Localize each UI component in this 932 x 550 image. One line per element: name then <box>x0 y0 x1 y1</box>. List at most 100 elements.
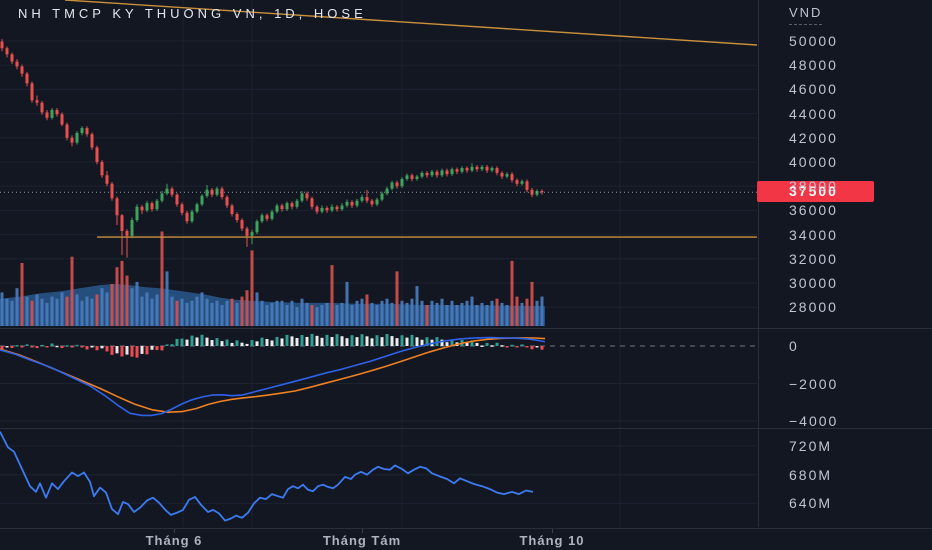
price-chart-canvas[interactable] <box>0 0 758 527</box>
candle-body <box>315 206 319 212</box>
descending-trendline[interactable] <box>64 0 758 46</box>
candle-body <box>405 175 409 179</box>
volume-bar <box>195 296 199 326</box>
macd-histogram-bar <box>385 334 389 346</box>
macd-histogram-bar <box>175 338 179 346</box>
macd-histogram-bar <box>85 346 89 350</box>
cumulative-volume-line <box>0 431 534 522</box>
macd-histogram-bar <box>520 344 524 346</box>
macd-histogram-bar <box>400 335 404 346</box>
price-tick-label: 34000 <box>789 226 838 243</box>
volume-bar <box>300 298 304 326</box>
candle-body <box>355 200 359 206</box>
macd-histogram-bar <box>0 346 4 350</box>
macd-histogram-bar <box>475 342 479 346</box>
volume-bar <box>415 286 419 326</box>
macd-histogram-bar <box>250 340 254 346</box>
macd-histogram-bar <box>25 344 29 346</box>
candle-body <box>200 195 204 205</box>
candle-body <box>365 197 369 201</box>
macd-histogram-bar <box>205 337 209 346</box>
volume-bar <box>365 294 369 326</box>
volume-bar <box>465 300 469 326</box>
volume-bar <box>405 302 409 326</box>
volume-bar <box>510 260 514 326</box>
volume-bar <box>395 271 399 326</box>
volume-bar <box>35 294 39 326</box>
macd-histogram-bar <box>285 334 289 346</box>
candle-body <box>535 191 539 195</box>
macd-histogram-bar <box>445 342 449 346</box>
volume-bar <box>150 298 154 326</box>
symbol-title[interactable]: NH TMCP KY THUONG VN, 1D, HOSE <box>18 6 367 21</box>
price-tick-label: 32000 <box>789 250 838 267</box>
candle-body <box>410 175 414 179</box>
volume-bar <box>540 296 544 326</box>
macd-histogram-bar <box>75 344 79 347</box>
volume-bar <box>50 296 54 326</box>
candle-body <box>125 230 129 236</box>
macd-histogram-bar <box>485 342 489 346</box>
candle-body <box>245 228 249 236</box>
candle-body <box>155 200 159 210</box>
macd-histogram-bar <box>45 346 49 348</box>
volume-bar <box>475 305 479 326</box>
price-axis[interactable]: VND 37500 50000 48000 46000 44000 42000 40000… <box>757 0 932 527</box>
volume-bar <box>125 275 129 326</box>
candle-body <box>165 188 169 194</box>
pane-separator-volume-macd[interactable] <box>0 328 932 329</box>
candle-body <box>15 61 19 67</box>
macd-signal-line <box>0 337 546 413</box>
macd-histogram-bar <box>5 346 9 348</box>
volume-bar <box>345 281 349 326</box>
volume-bar <box>370 302 374 326</box>
volume-bar <box>425 305 429 326</box>
volume-bar <box>295 307 299 326</box>
volume-bar <box>135 281 139 326</box>
volume-line-tick-label: 640M <box>789 495 833 512</box>
macd-histogram-bar <box>525 346 529 348</box>
macd-histogram-bar <box>450 339 454 346</box>
macd-histogram-bar <box>170 344 174 346</box>
macd-tick-label: 0 <box>789 338 799 354</box>
macd-histogram-bar <box>195 337 199 346</box>
candle-body <box>225 197 229 206</box>
macd-histogram-bar <box>490 345 494 347</box>
macd-histogram-bar <box>410 334 414 346</box>
candle-body <box>400 178 404 187</box>
volume-bar <box>120 260 124 326</box>
macd-histogram-bar <box>130 346 134 357</box>
macd-histogram-bar <box>335 334 339 346</box>
candle-body <box>320 207 324 212</box>
macd-histogram-bar <box>125 346 129 355</box>
candle-body <box>140 206 144 211</box>
candle-body <box>360 197 364 201</box>
macd-histogram-bar <box>255 341 259 346</box>
macd-histogram-bar <box>190 335 194 346</box>
candle-body <box>490 168 494 171</box>
time-axis[interactable]: Tháng 6 Tháng Tám Tháng 10 <box>0 528 932 550</box>
last-price-label: 37500 <box>757 181 874 202</box>
volume-bar <box>360 298 364 326</box>
candle-body <box>95 147 99 162</box>
volume-bar <box>245 290 249 326</box>
candle-body <box>290 203 294 207</box>
volume-bar <box>280 300 284 326</box>
macd-histogram-bar <box>15 345 19 347</box>
volume-bar <box>325 302 329 326</box>
volume-bar <box>435 302 439 326</box>
candle-body <box>285 203 289 210</box>
volume-bar <box>310 305 314 326</box>
macd-histogram-bar <box>390 336 394 346</box>
candle-body <box>50 109 54 118</box>
candle-body <box>175 194 179 205</box>
candle-body <box>330 206 334 211</box>
candle-body <box>115 198 119 216</box>
volume-bar <box>200 292 204 326</box>
macd-histogram-bar <box>355 337 359 346</box>
candle-body <box>440 170 444 176</box>
macd-histogram-bar <box>440 339 444 346</box>
pane-separator-macd-bottom[interactable] <box>0 428 932 429</box>
candle-body <box>345 201 349 206</box>
price-tick-label: 30000 <box>789 275 838 291</box>
